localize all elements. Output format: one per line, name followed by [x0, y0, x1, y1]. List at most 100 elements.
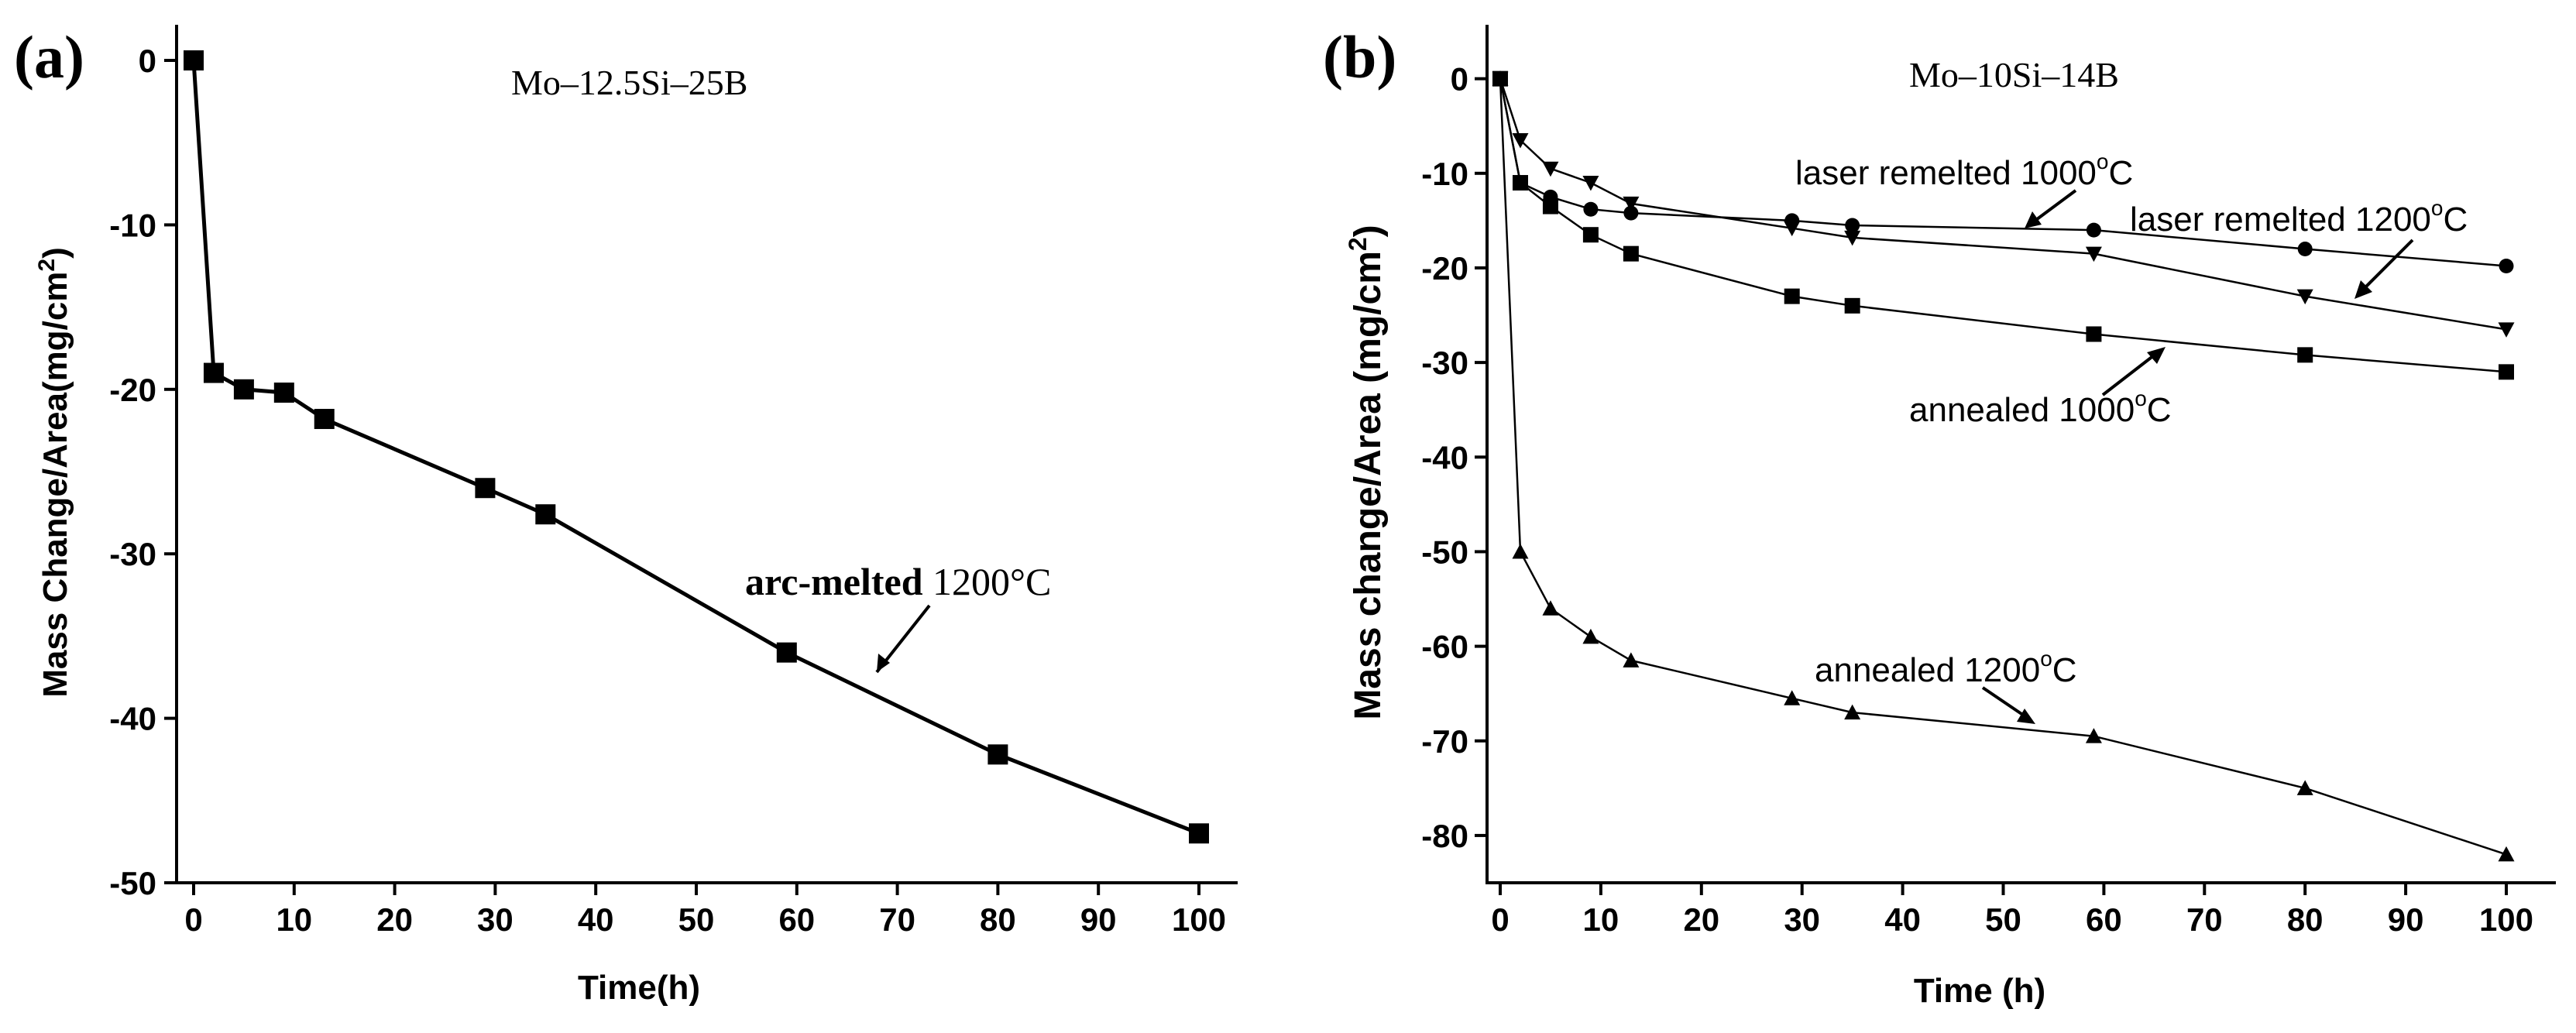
panel-b-x-tick-label: 30 — [1784, 901, 1820, 938]
panel-b-y-tick-label: -60 — [1421, 629, 1468, 665]
panel-b-data-point — [2499, 259, 2514, 274]
panel-a-x-tick-label: 40 — [578, 901, 614, 938]
panel-b-data-point — [1542, 198, 1558, 214]
panel-b-annotation-annealed-1000: annealed 1000oC — [1909, 386, 2172, 429]
panel-b-data-point — [1784, 690, 1801, 705]
panel-b-data-point — [1512, 175, 1528, 191]
panel-b-data-point — [2296, 289, 2313, 305]
panel-b-y-axis-title: Mass change/Area (mg/cm2) — [1344, 225, 1389, 719]
panel-a-data-point — [1189, 823, 1209, 844]
panel-a-data-point — [184, 50, 204, 70]
panel-b-data-point — [1784, 288, 1800, 304]
panel-b-data-point — [2297, 347, 2313, 363]
panel-b-data-point — [1845, 218, 1860, 233]
panel-a-x-tick-label: 50 — [678, 901, 715, 938]
panel-b-data-point — [1844, 704, 1861, 720]
panel-b-series-line-2 — [1499, 78, 2507, 373]
panel-b-data-point — [1583, 201, 1599, 217]
panel-b-y-tick-label: -50 — [1421, 534, 1468, 570]
panel-b-data-point — [2086, 222, 2101, 238]
panel-a-annotation-arc-melted: arc-melted 1200°C — [745, 560, 1051, 603]
panel-b-y-tick-label: -30 — [1421, 345, 1468, 381]
panel-b-x-tick-label: 40 — [1884, 901, 1921, 938]
panel-b-data-point — [1542, 600, 1559, 616]
panel-b-arrow-laser-1200 — [2357, 239, 2414, 296]
panel-a-y-tick-label: -50 — [109, 865, 156, 901]
panel-a-y-tick-label: -40 — [109, 701, 156, 737]
panel-a-x-ticks: 0 10 20 30 40 50 60 70 80 90 100 — [184, 883, 1226, 938]
panel-a-x-tick-label: 0 — [184, 901, 202, 938]
panel-a-title: Mo–12.5Si–25B — [511, 63, 747, 102]
panel-b-x-tick-label: 80 — [2287, 901, 2324, 938]
panel-b-data-point — [1582, 227, 1599, 243]
panel-a-x-axis-title: Time(h) — [578, 969, 700, 1007]
panel-b-data-point — [1784, 221, 1801, 237]
panel-b-annotation-laser-1000: laser remelted 1000oC — [1795, 149, 2133, 192]
panel-a-data-point — [314, 409, 335, 430]
panel-a-y-tick-label: 0 — [139, 43, 156, 79]
panel-b-y-tick-label: -10 — [1421, 156, 1468, 192]
panel-b-label: (b) — [1323, 23, 1396, 91]
panel-b-data-point — [1582, 628, 1599, 644]
panel-b-data-point — [1623, 245, 1639, 262]
panel-a-x-tick-label: 80 — [980, 901, 1016, 938]
panel-b-arrowhead-laser-1000 — [2025, 211, 2042, 228]
panel-b-x-tick-label: 90 — [2388, 901, 2424, 938]
panel-a-axes — [175, 25, 1238, 884]
panel-b-y-tick-label: -40 — [1421, 439, 1468, 475]
panel-a-x-tick-label: 100 — [1172, 901, 1226, 938]
panel-b-x-tick-label: 50 — [1985, 901, 2021, 938]
panel-a-x-tick-label: 30 — [477, 901, 513, 938]
panel-a-data-point — [475, 478, 496, 499]
panel-a-y-tick-label: -10 — [109, 207, 156, 243]
panel-b-data-point — [2086, 326, 2102, 342]
panel-b-data-point — [2085, 728, 2102, 743]
panel-b-data-point — [2499, 364, 2514, 380]
panel-a-x-tick-label: 60 — [778, 901, 815, 938]
panel-a-annotation-arrowhead — [877, 654, 890, 672]
panel-a: (a) Mo–12.5Si–25B 0 10 20 30 40 50 60 70 80 90 100… — [14, 23, 1238, 1007]
panel-a-data-point — [776, 642, 797, 663]
panel-b-y-tick-label: -20 — [1421, 250, 1468, 287]
panel-b-x-tick-label: 70 — [2186, 901, 2223, 938]
panel-a-y-tick-label: -30 — [109, 536, 156, 572]
panel-b-series-line-3 — [1499, 78, 2507, 856]
panel-b-data-point — [1844, 230, 1861, 246]
panel-a-data-point — [273, 383, 294, 403]
panel-a-data-point — [203, 362, 224, 383]
panel-b-axes — [1485, 25, 2556, 884]
panel-b-data-point — [1542, 161, 1559, 177]
panel-a-data-point — [233, 379, 254, 400]
panel-b-annotation-annealed-1200: annealed 1200oC — [1815, 647, 2077, 689]
panel-b-arrowhead-laser-1200 — [2354, 280, 2372, 299]
panel-a-label: (a) — [14, 23, 84, 91]
panel-a-series-line-0 — [191, 60, 1200, 836]
panel-b-data-point — [1492, 70, 1509, 86]
panel-b-y-tick-label: -80 — [1421, 818, 1468, 854]
panel-b-series — [1492, 70, 2515, 862]
panel-b-data-point — [2498, 846, 2515, 862]
panel-b-data-point — [1623, 205, 1639, 221]
panel-b-data-point — [2085, 246, 2102, 263]
panel-b-annotation-laser-1200: laser remelted 1200oC — [2130, 196, 2468, 239]
panel-b-data-point — [1512, 133, 1529, 149]
panel-b-arrowhead-annealed-1200 — [2017, 709, 2035, 724]
panel-b-y-tick-label: 0 — [1451, 61, 1468, 98]
panel-a-y-axis-title: Mass Change/Area(mg/cm2) — [34, 247, 74, 698]
panel-b-series-line-1 — [1499, 78, 2507, 331]
panel-b-x-tick-label: 60 — [2086, 901, 2122, 938]
panel-b-title: Mo–10Si–14B — [1909, 55, 2119, 94]
panel-b: (b) Mo–10Si–14B 0 10 20 30 40 50 60 70 80 90 100 0… — [1323, 23, 2556, 1010]
panel-b-data-point — [2498, 322, 2515, 338]
panel-a-y-tick-label: -20 — [109, 372, 156, 408]
panel-b-data-point — [2297, 242, 2313, 257]
panel-b-data-point — [1623, 652, 1640, 668]
panel-a-x-tick-label: 10 — [276, 901, 312, 938]
panel-a-x-tick-label: 20 — [376, 901, 413, 938]
panel-b-arrow-annealed-1000 — [2101, 348, 2162, 396]
panel-b-x-tick-label: 100 — [2479, 901, 2533, 938]
panel-a-x-tick-label: 90 — [1080, 901, 1117, 938]
panel-b-data-point — [1582, 176, 1599, 191]
